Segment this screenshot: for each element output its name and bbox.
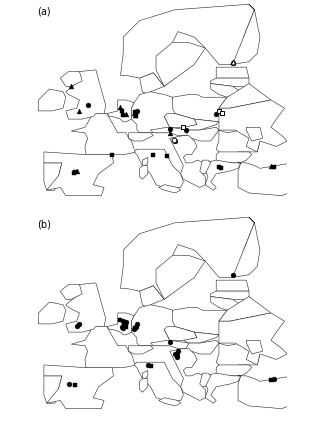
Polygon shape: [246, 127, 263, 141]
Polygon shape: [44, 376, 62, 403]
Polygon shape: [211, 296, 241, 310]
Polygon shape: [156, 43, 205, 86]
Polygon shape: [140, 285, 164, 308]
Polygon shape: [140, 166, 148, 179]
Polygon shape: [233, 217, 260, 277]
Polygon shape: [142, 157, 148, 166]
Polygon shape: [219, 313, 287, 365]
Polygon shape: [107, 313, 134, 335]
Polygon shape: [211, 83, 241, 97]
Polygon shape: [140, 379, 148, 392]
Polygon shape: [44, 163, 62, 190]
Polygon shape: [151, 340, 189, 348]
Polygon shape: [129, 346, 153, 354]
Polygon shape: [172, 308, 227, 335]
Polygon shape: [216, 152, 252, 163]
Polygon shape: [44, 365, 113, 409]
Polygon shape: [164, 114, 197, 127]
Polygon shape: [200, 160, 211, 174]
Polygon shape: [205, 373, 241, 403]
Polygon shape: [66, 283, 106, 332]
Polygon shape: [183, 332, 219, 343]
Polygon shape: [66, 70, 106, 119]
Polygon shape: [170, 135, 205, 187]
Polygon shape: [183, 340, 219, 354]
Polygon shape: [205, 160, 241, 190]
Polygon shape: [151, 127, 189, 135]
Polygon shape: [120, 4, 255, 86]
Polygon shape: [219, 296, 271, 321]
Polygon shape: [216, 365, 252, 376]
Polygon shape: [200, 373, 211, 387]
Polygon shape: [183, 127, 219, 141]
Polygon shape: [238, 376, 296, 409]
Polygon shape: [164, 327, 197, 340]
Polygon shape: [0, 242, 22, 258]
Polygon shape: [131, 305, 178, 346]
Polygon shape: [44, 152, 113, 196]
Text: (b): (b): [37, 220, 51, 230]
Polygon shape: [159, 398, 181, 406]
Polygon shape: [216, 280, 249, 291]
Text: (a): (a): [37, 7, 50, 17]
Polygon shape: [38, 302, 66, 324]
Polygon shape: [216, 130, 260, 155]
Polygon shape: [238, 163, 296, 196]
Polygon shape: [71, 114, 137, 155]
Polygon shape: [159, 185, 181, 193]
Polygon shape: [142, 370, 148, 379]
Polygon shape: [211, 78, 249, 86]
Polygon shape: [129, 133, 153, 141]
Polygon shape: [246, 340, 263, 354]
Polygon shape: [131, 92, 178, 133]
Polygon shape: [156, 256, 205, 299]
Polygon shape: [183, 119, 219, 130]
Polygon shape: [219, 100, 287, 152]
Polygon shape: [60, 72, 82, 86]
Polygon shape: [211, 291, 249, 299]
Polygon shape: [172, 95, 227, 122]
Polygon shape: [38, 89, 66, 111]
Polygon shape: [60, 285, 82, 299]
Polygon shape: [134, 362, 183, 400]
Polygon shape: [71, 327, 137, 368]
Polygon shape: [216, 343, 260, 368]
Polygon shape: [140, 72, 164, 95]
Polygon shape: [107, 100, 134, 122]
Polygon shape: [170, 348, 205, 400]
Polygon shape: [233, 4, 260, 64]
Polygon shape: [219, 83, 271, 108]
Polygon shape: [134, 149, 183, 187]
Polygon shape: [120, 217, 255, 299]
Polygon shape: [216, 67, 249, 78]
Polygon shape: [0, 29, 22, 45]
